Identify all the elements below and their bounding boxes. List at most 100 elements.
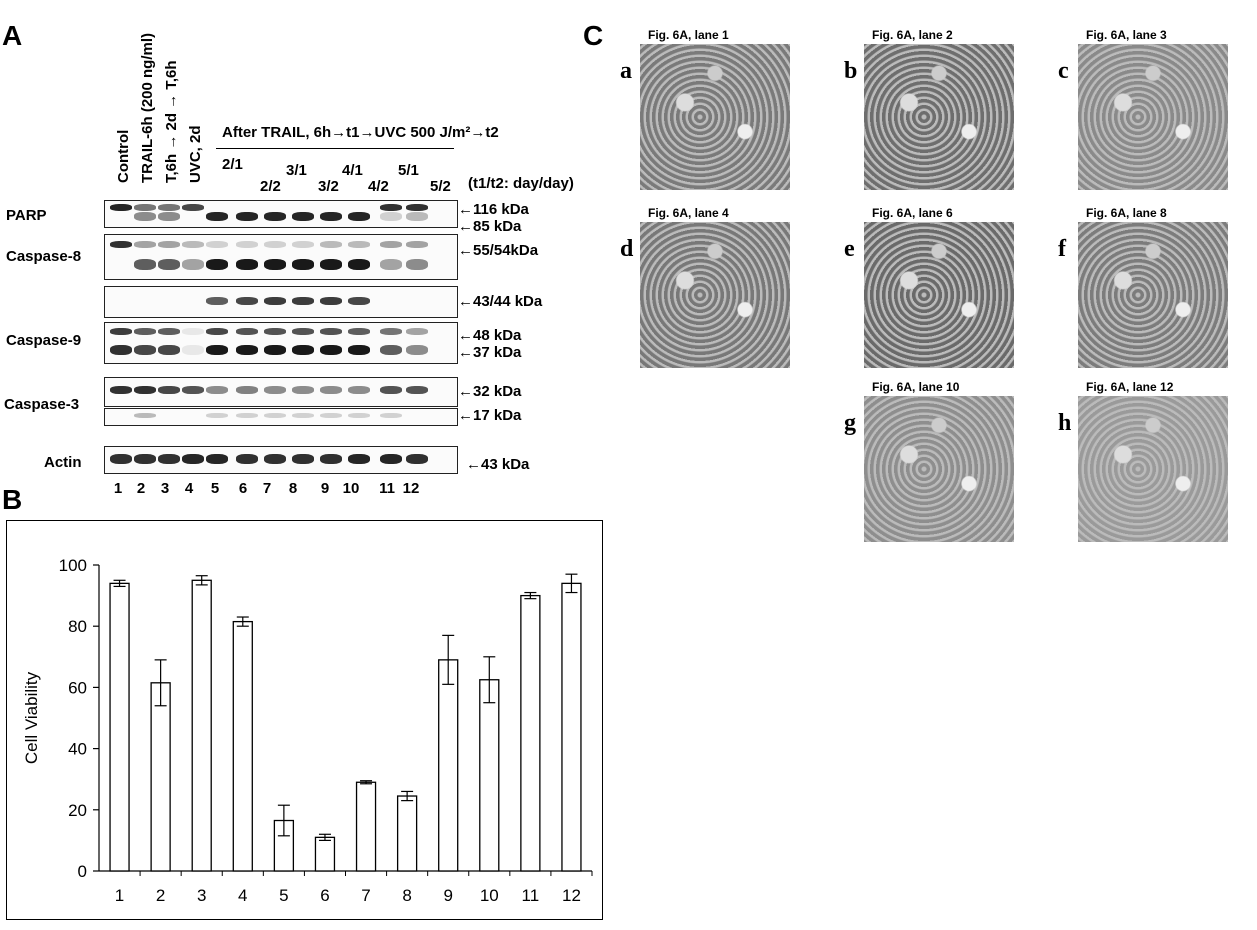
blot-band (406, 328, 428, 335)
blot-band (158, 212, 180, 221)
cell-micrograph (640, 44, 790, 190)
blot-band (292, 386, 314, 394)
blot-band (264, 454, 286, 464)
marker-48-label: 48 kDa (473, 327, 522, 344)
blot-band (206, 241, 228, 248)
cell-micrograph (864, 222, 1014, 368)
y-tick-label: 0 (78, 862, 87, 881)
blot-band (406, 454, 428, 464)
blot-band (320, 413, 342, 418)
marker-actin-43-label: 43 kDa (481, 456, 530, 473)
x-tick-label: 11 (522, 886, 540, 905)
blot-band (348, 259, 370, 270)
blot-band (158, 241, 180, 248)
panel-c-letter: C (583, 20, 604, 51)
photo-letter: a (620, 58, 632, 84)
arrow-left-icon: ← (458, 327, 473, 344)
photo-letter: b (844, 58, 858, 84)
lane-number: 7 (262, 480, 272, 497)
blot-band (380, 328, 402, 335)
x-tick-label: 1 (115, 886, 124, 905)
photo-letter: f (1058, 236, 1066, 262)
blot-band (110, 328, 132, 335)
blot-band (236, 328, 258, 335)
blot-band (206, 413, 228, 418)
lane-number: 9 (320, 480, 330, 497)
x-tick-label: 5 (279, 886, 288, 905)
blot-band (134, 241, 156, 248)
blot-band (348, 345, 370, 355)
y-tick-label: 40 (68, 740, 87, 759)
blot-band (182, 259, 204, 270)
blot-band (292, 241, 314, 248)
marker-116: ←116 kDa (458, 201, 529, 218)
bar (438, 659, 459, 872)
blot-band (206, 259, 228, 270)
cell-micrograph (864, 396, 1014, 542)
blot-band (264, 212, 286, 221)
header-underline (216, 148, 454, 149)
y-axis-label: Cell Viability (22, 671, 41, 764)
lane-number: 6 (238, 480, 248, 497)
lane-number: 3 (160, 480, 170, 497)
cell-micrograph (1078, 396, 1228, 542)
row-label-caspase9: Caspase-9 (6, 332, 82, 349)
photo-title: Fig. 6A, lane 12 (1086, 380, 1174, 394)
blot-band (380, 345, 402, 355)
photo-title: Fig. 6A, lane 3 (1086, 28, 1167, 42)
arrow-left-icon: ← (458, 218, 473, 235)
marker-17-label: 17 kDa (473, 407, 522, 424)
blot-band (320, 454, 342, 464)
after-trail-header: After TRAIL, 6h→t1→UVC 500 J/m²→t2 (222, 124, 499, 141)
blot-band (182, 345, 204, 355)
blot-band (406, 259, 428, 270)
blot-band (236, 345, 258, 355)
blot-band (292, 259, 314, 270)
blot-band (320, 212, 342, 221)
blot-band (292, 454, 314, 464)
marker-55-label: 55/54kDa (473, 242, 539, 259)
photo-title: Fig. 6A, lane 1 (648, 28, 729, 42)
blot-band (320, 259, 342, 270)
blot-band (158, 204, 180, 211)
lane-number: 10 (342, 480, 360, 497)
time-5-2: 5/2 (430, 178, 451, 195)
blot-band (320, 241, 342, 248)
blot-band (406, 345, 428, 355)
panel-a-letter: A (2, 20, 23, 51)
blot-band (348, 413, 370, 418)
photo-letter: g (844, 410, 856, 436)
arrow-left-icon: ← (458, 201, 473, 218)
blot-band (206, 212, 228, 221)
marker-43-44-label: 43/44 kDa (473, 293, 543, 310)
blot-band (264, 241, 286, 248)
blot-band (380, 241, 402, 248)
blot-band (182, 328, 204, 335)
blot-band (158, 386, 180, 394)
marker-32: ←32 kDa (458, 383, 521, 400)
blot-band (320, 328, 342, 335)
time-4-2: 4/2 (368, 178, 389, 195)
cell-micrograph (1078, 222, 1228, 368)
marker-85: ←85 kDa (458, 218, 521, 235)
bar (396, 795, 418, 872)
x-tick-label: 10 (480, 886, 499, 905)
time-5-1: 5/1 (398, 162, 419, 179)
blot-band (236, 454, 258, 464)
marker-37: ←37 kDa (458, 344, 521, 361)
blot-band (158, 345, 180, 355)
blot-band (110, 386, 132, 394)
blot-band (110, 241, 132, 248)
blot-band (380, 204, 402, 211)
bar (150, 682, 171, 872)
time-2-2: 2/2 (260, 178, 281, 195)
lane-header-control: Control (115, 129, 132, 183)
x-tick-label: 6 (320, 886, 329, 905)
row-label-caspase3: Caspase-3 (4, 396, 80, 413)
photo-title: Fig. 6A, lane 10 (872, 380, 960, 394)
arrow-left-icon: ← (458, 344, 473, 361)
blot-band (320, 345, 342, 355)
blot-band (406, 204, 428, 211)
photo-letter: c (1058, 58, 1069, 84)
time-note: (t1/t2: day/day) (468, 175, 574, 192)
